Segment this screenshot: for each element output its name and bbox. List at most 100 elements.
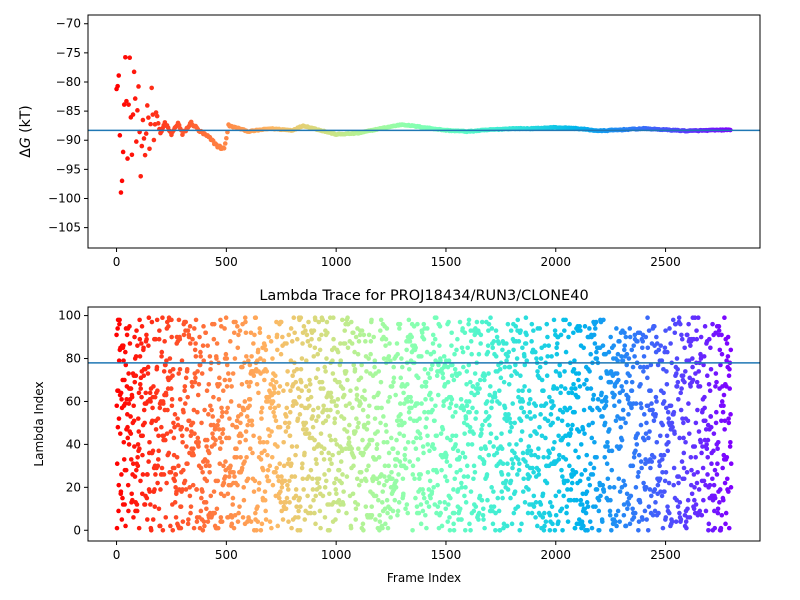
lambda-point: [643, 334, 649, 340]
lambda-point: [464, 369, 470, 374]
lambda-point: [168, 429, 174, 434]
lambda-point: [473, 416, 478, 421]
lambda-point: [329, 461, 334, 467]
lambda-point: [321, 446, 327, 451]
lambda-point: [633, 401, 639, 406]
lambda-point: [383, 343, 388, 348]
lambda-point: [217, 381, 222, 387]
lambda-point: [287, 409, 293, 415]
lambda-point: [181, 467, 186, 473]
lambda-point: [133, 373, 139, 378]
lambda-point: [527, 474, 532, 479]
lambda-point: [540, 491, 546, 497]
lambda-point: [580, 427, 586, 432]
lambda-point: [364, 369, 369, 374]
lambda-point: [328, 390, 334, 396]
lambda-point: [543, 435, 548, 441]
lambda-point: [169, 397, 175, 402]
lambda-point: [321, 403, 326, 409]
lambda-point: [452, 510, 457, 516]
lambda-point: [712, 525, 718, 531]
lambda-point: [451, 487, 456, 492]
dg-point: [222, 141, 228, 146]
lambda-point: [239, 381, 245, 387]
lambda-point: [687, 375, 693, 381]
lambda-point: [251, 373, 257, 378]
lambda-point: [243, 319, 248, 325]
lambda-point: [665, 504, 670, 509]
lambda-point: [337, 379, 342, 385]
lambda-point: [394, 478, 399, 484]
lambda-point: [604, 461, 610, 467]
lambda-point: [585, 527, 590, 533]
lambda-point: [168, 386, 174, 391]
lambda-point: [482, 377, 487, 383]
lambda-point: [216, 427, 222, 432]
lambda-point: [677, 500, 683, 505]
lambda-point: [478, 446, 484, 451]
lambda-point: [183, 487, 189, 492]
lambda-point: [635, 474, 641, 479]
lambda-point: [230, 502, 236, 507]
lambda-point: [519, 429, 525, 434]
lambda-point: [420, 487, 425, 492]
lambda-point: [199, 420, 204, 426]
lambda-point: [566, 334, 571, 340]
lambda-point: [214, 356, 219, 361]
lambda-point: [509, 373, 514, 378]
lambda-point: [243, 437, 248, 443]
lambda-point: [166, 324, 171, 329]
lambda-point: [303, 358, 309, 363]
lambda-point: [525, 448, 530, 454]
lambda-point: [201, 324, 206, 329]
lambda-point: [139, 324, 145, 329]
lambda-point: [244, 354, 249, 359]
lambda-point: [137, 317, 142, 323]
lambda-point: [468, 339, 474, 344]
lambda-point: [555, 341, 560, 346]
lambda-point: [265, 427, 271, 432]
lambda-point: [292, 474, 298, 479]
lambda-point: [603, 403, 609, 409]
lambda-point: [397, 459, 403, 464]
lambda-point: [141, 407, 147, 413]
lambda-point: [453, 433, 459, 439]
lambda-point: [541, 454, 546, 460]
lambda-point: [142, 502, 148, 507]
lambda-point: [191, 326, 197, 331]
lambda-point: [600, 482, 606, 488]
lambda-point: [374, 446, 380, 451]
lambda-point: [122, 377, 127, 383]
lambda-point: [471, 508, 477, 514]
lambda-point: [680, 416, 685, 421]
lambda-point: [322, 472, 327, 477]
lambda-point: [465, 345, 471, 351]
lambda-point: [665, 409, 671, 415]
lambda-point: [330, 358, 335, 363]
lambda-point: [509, 424, 514, 430]
lambda-point: [358, 401, 363, 406]
lambda-point: [205, 459, 210, 464]
lambda-point: [531, 470, 536, 475]
lambda-point: [169, 334, 174, 340]
lambda-point: [354, 476, 360, 482]
lambda-point: [586, 422, 592, 428]
lambda-point: [270, 356, 275, 361]
lambda-point: [662, 489, 667, 494]
dg-point: [129, 152, 135, 158]
lambda-point: [554, 345, 559, 351]
lambda-point: [648, 362, 654, 368]
lambda-point: [645, 315, 650, 321]
lambda-point: [202, 407, 207, 413]
dg-panel: 0 500 1000 1500 2000 2500−105−100−95−90−85−80…: [18, 14, 761, 269]
lambda-point: [535, 523, 540, 529]
lambda-point: [188, 510, 193, 516]
lambda-point: [459, 485, 465, 490]
lambda-point: [334, 403, 339, 409]
lambda-point: [542, 510, 547, 516]
lambda-point: [211, 321, 217, 327]
lambda-point: [161, 401, 166, 406]
lambda-point: [219, 439, 225, 445]
lambda-point: [563, 317, 568, 323]
lambda-point: [533, 403, 539, 409]
